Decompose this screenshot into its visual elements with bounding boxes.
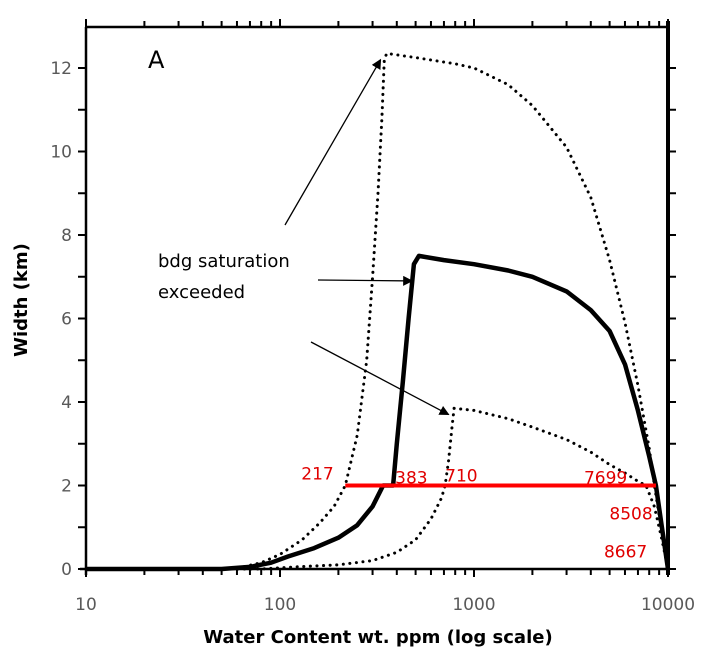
x-tick-label: 100 xyxy=(264,595,296,615)
x-axis-title: Water Content wt. ppm (log scale) xyxy=(203,627,552,648)
callout-arrow-lower-bound xyxy=(310,341,450,416)
x-tick-label: 10 xyxy=(75,595,97,615)
y-tick-label: 2 xyxy=(61,477,72,497)
callout-text-line2: exceeded xyxy=(158,282,245,303)
y-tick-label: 0 xyxy=(61,560,72,580)
x-tick-label: 10000 xyxy=(641,595,695,615)
y-tick-label: 10 xyxy=(50,143,72,163)
callout-text-line1: bdg saturation xyxy=(158,251,290,272)
value-label-217: 217 xyxy=(301,465,333,485)
series-lower-bound xyxy=(84,406,670,571)
annotation-layer: 217 383 710 7699 8508 8667 xyxy=(284,58,653,563)
y-tick-label: 12 xyxy=(50,59,72,79)
value-label-8667: 8667 xyxy=(604,543,647,563)
series-upper-bound xyxy=(84,51,670,571)
callout-arrow-upper-bound xyxy=(284,58,382,226)
x-tick-label: 1000 xyxy=(452,595,495,615)
panel-label: A xyxy=(148,46,165,74)
series-layer xyxy=(84,51,671,572)
series-central xyxy=(86,253,671,572)
value-label-8508: 8508 xyxy=(609,505,652,525)
callout-arrow-central xyxy=(317,275,414,286)
value-label-7699: 7699 xyxy=(584,469,627,489)
y-axis-title: Width (km) xyxy=(11,243,32,357)
value-label-710: 710 xyxy=(445,467,477,487)
y-tick-label: 4 xyxy=(61,393,72,413)
value-label-383: 383 xyxy=(395,469,427,489)
y-tick-label: 8 xyxy=(61,226,72,246)
y-tick-label: 6 xyxy=(61,310,72,330)
